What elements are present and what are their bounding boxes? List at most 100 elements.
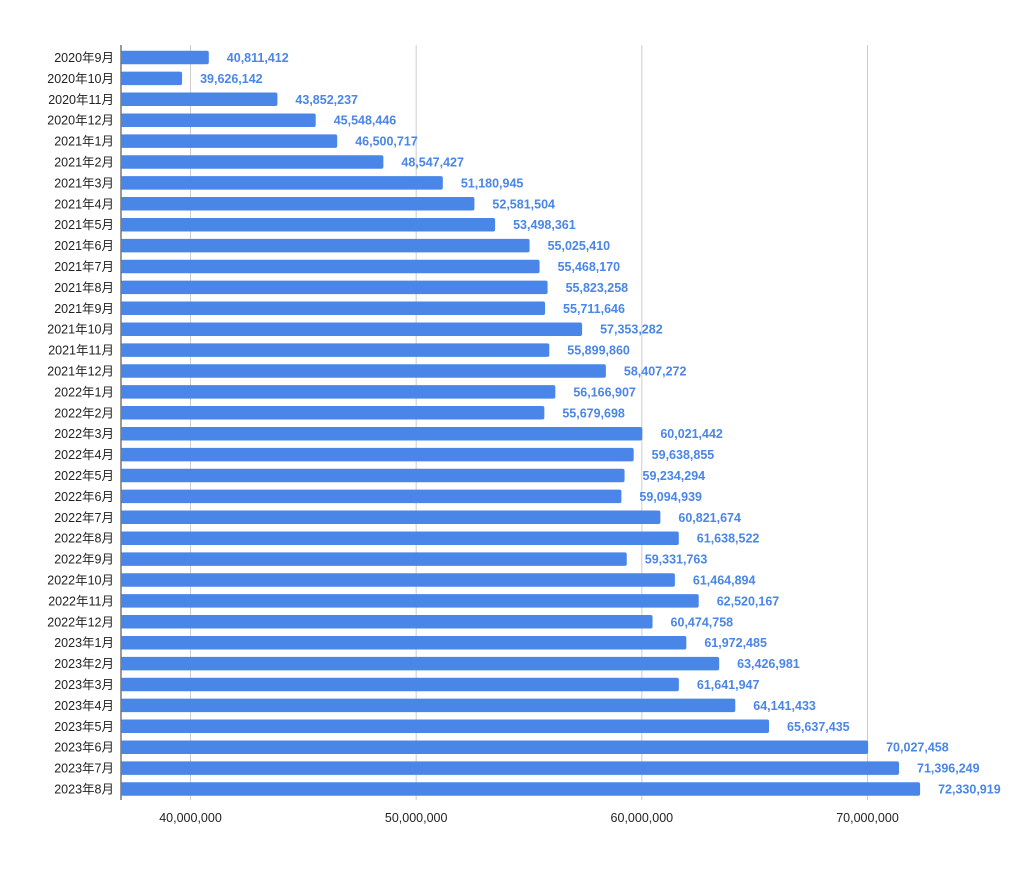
- data-label: 72,330,919: [938, 783, 1001, 797]
- category-label: 2021年1月: [54, 135, 114, 149]
- data-label: 55,899,860: [567, 344, 630, 358]
- data-label: 58,407,272: [624, 365, 687, 379]
- data-label: 60,021,442: [660, 427, 723, 441]
- category-label: 2021年3月: [54, 176, 114, 190]
- data-label: 61,641,947: [697, 678, 760, 692]
- category-label: 2022年4月: [54, 448, 114, 462]
- data-label: 60,821,674: [678, 511, 741, 525]
- bar[interactable]: [121, 92, 278, 107]
- data-label: 56,166,907: [573, 385, 636, 399]
- bar[interactable]: [121, 259, 540, 274]
- data-label: 57,353,282: [600, 323, 663, 337]
- data-label: 64,141,433: [753, 699, 816, 713]
- data-label: 55,468,170: [558, 260, 621, 274]
- bar[interactable]: [121, 343, 550, 357]
- bar[interactable]: [121, 468, 625, 483]
- bar[interactable]: [121, 719, 770, 734]
- category-label: 2023年8月: [54, 783, 114, 797]
- x-tick-label: 70,000,000: [836, 811, 899, 825]
- data-label: 59,638,855: [652, 448, 715, 462]
- bar[interactable]: [121, 322, 583, 336]
- data-label: 59,094,939: [639, 490, 702, 504]
- category-label: 2021年9月: [54, 302, 114, 316]
- data-label: 48,547,427: [401, 156, 464, 170]
- x-tick-label: 60,000,000: [611, 811, 674, 825]
- bar[interactable]: [121, 740, 869, 754]
- bar[interactable]: [121, 113, 316, 127]
- data-label: 70,027,458: [886, 741, 949, 755]
- category-label: 2022年1月: [54, 385, 114, 399]
- bar[interactable]: [121, 656, 720, 671]
- category-label: 2021年4月: [54, 197, 114, 211]
- data-label: 65,637,435: [787, 720, 850, 734]
- category-label: 2022年9月: [54, 553, 114, 567]
- category-label: 2023年5月: [54, 720, 114, 734]
- bar[interactable]: [121, 217, 496, 232]
- category-label: 2023年4月: [54, 699, 114, 713]
- bar[interactable]: [121, 573, 675, 587]
- bar[interactable]: [121, 176, 443, 190]
- bar[interactable]: [121, 364, 606, 378]
- bar[interactable]: [121, 677, 679, 692]
- bar[interactable]: [121, 698, 736, 713]
- bar[interactable]: [121, 155, 384, 169]
- bar[interactable]: [121, 447, 634, 462]
- bar[interactable]: [121, 406, 545, 420]
- bar[interactable]: [121, 71, 183, 86]
- bar[interactable]: [121, 50, 209, 65]
- bar[interactable]: [121, 197, 475, 211]
- bar[interactable]: [121, 510, 661, 525]
- data-label: 51,180,945: [461, 176, 524, 190]
- bar[interactable]: [121, 761, 900, 775]
- bar[interactable]: [121, 531, 679, 545]
- bar[interactable]: [121, 238, 530, 253]
- bar[interactable]: [121, 635, 687, 650]
- category-label: 2021年7月: [54, 260, 114, 274]
- category-label: 2022年7月: [54, 511, 114, 525]
- data-label: 45,548,446: [334, 114, 397, 128]
- bar[interactable]: [121, 615, 653, 629]
- category-label: 2022年3月: [54, 427, 114, 441]
- category-label: 2022年10月: [47, 574, 114, 588]
- data-label: 59,234,294: [643, 469, 706, 483]
- category-label: 2022年11月: [48, 594, 114, 608]
- bar[interactable]: [121, 280, 548, 295]
- category-label: 2022年2月: [54, 406, 114, 420]
- data-label: 55,823,258: [566, 281, 629, 295]
- bar[interactable]: [121, 552, 627, 566]
- category-label: 2021年11月: [48, 344, 114, 358]
- category-label: 2020年11月: [48, 93, 114, 107]
- bar[interactable]: [121, 385, 556, 399]
- data-label: 71,396,249: [917, 762, 980, 776]
- category-label: 2021年5月: [54, 218, 114, 232]
- category-label: 2023年3月: [54, 678, 114, 692]
- category-label: 2023年7月: [54, 762, 114, 776]
- data-label: 52,581,504: [492, 197, 555, 211]
- category-label: 2023年1月: [54, 636, 114, 650]
- category-label: 2020年12月: [47, 114, 114, 128]
- category-label: 2020年10月: [47, 72, 114, 86]
- category-label: 2023年2月: [54, 657, 114, 671]
- data-label: 46,500,717: [355, 135, 418, 149]
- data-label: 55,025,410: [548, 239, 611, 253]
- data-label: 63,426,981: [737, 657, 800, 671]
- bar[interactable]: [121, 301, 546, 316]
- data-label: 39,626,142: [200, 72, 263, 86]
- category-label: 2022年12月: [47, 615, 114, 629]
- bar[interactable]: [121, 782, 921, 796]
- data-label: 61,464,894: [693, 574, 756, 588]
- bar[interactable]: [121, 489, 622, 504]
- bar[interactable]: [121, 594, 699, 608]
- data-label: 40,811,412: [227, 51, 289, 65]
- category-label: 2021年2月: [54, 156, 114, 170]
- category-label: 2022年6月: [54, 490, 114, 504]
- bar[interactable]: [121, 426, 643, 441]
- bar[interactable]: [121, 134, 338, 148]
- category-label: 2021年10月: [47, 323, 114, 337]
- data-label: 62,520,167: [717, 594, 780, 608]
- category-label: 2021年6月: [54, 239, 114, 253]
- data-label: 60,474,758: [671, 615, 734, 629]
- data-label: 55,679,698: [562, 406, 625, 420]
